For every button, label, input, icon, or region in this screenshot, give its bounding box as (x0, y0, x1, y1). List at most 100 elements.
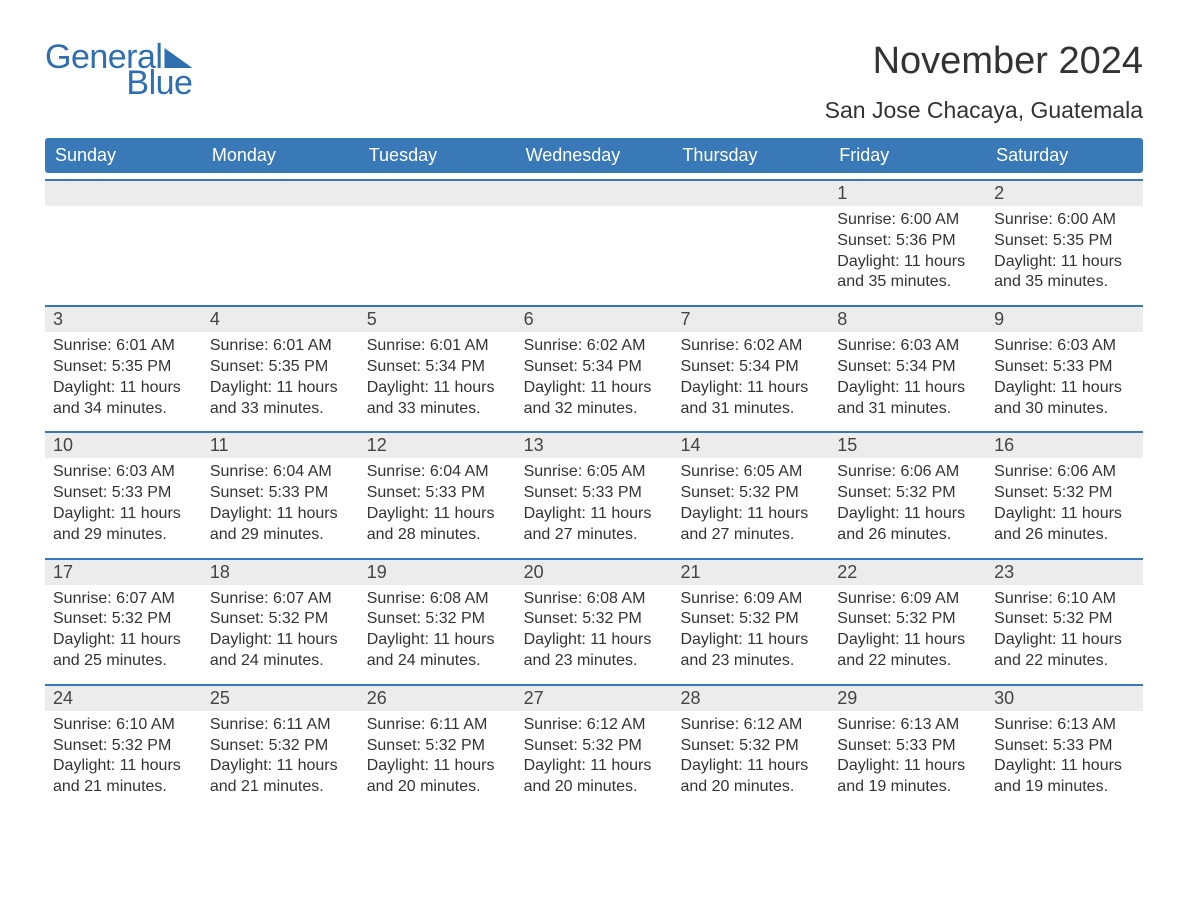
calendar-cell: . (45, 179, 202, 299)
day-number: 25 (202, 684, 359, 711)
calendar-cell: 25Sunrise: 6:11 AMSunset: 5:32 PMDayligh… (202, 684, 359, 804)
calendar-cell: 13Sunrise: 6:05 AMSunset: 5:33 PMDayligh… (516, 431, 673, 551)
day-number: 26 (359, 684, 516, 711)
sunrise-text: Sunrise: 6:09 AM (680, 589, 821, 610)
day-header: Friday (829, 138, 986, 173)
cell-body: Sunrise: 6:13 AMSunset: 5:33 PMDaylight:… (986, 711, 1143, 804)
daylight1-text: Daylight: 11 hours (53, 630, 194, 651)
daylight2-text: and 21 minutes. (210, 777, 351, 798)
sunset-text: Sunset: 5:32 PM (53, 609, 194, 630)
daylight2-text: and 20 minutes. (524, 777, 665, 798)
daylight1-text: Daylight: 11 hours (837, 378, 978, 399)
cell-body: Sunrise: 6:05 AMSunset: 5:33 PMDaylight:… (516, 458, 673, 551)
daylight1-text: Daylight: 11 hours (367, 378, 508, 399)
daylight1-text: Daylight: 11 hours (210, 378, 351, 399)
calendar-cell: 23Sunrise: 6:10 AMSunset: 5:32 PMDayligh… (986, 558, 1143, 678)
daylight2-text: and 22 minutes. (994, 651, 1135, 672)
sunset-text: Sunset: 5:33 PM (367, 483, 508, 504)
cell-body: Sunrise: 6:07 AMSunset: 5:32 PMDaylight:… (202, 585, 359, 678)
sunset-text: Sunset: 5:33 PM (524, 483, 665, 504)
cell-body: Sunrise: 6:03 AMSunset: 5:34 PMDaylight:… (829, 332, 986, 425)
calendar-cell: . (672, 179, 829, 299)
day-number: 6 (516, 305, 673, 332)
daylight1-text: Daylight: 11 hours (680, 756, 821, 777)
sunrise-text: Sunrise: 6:06 AM (994, 462, 1135, 483)
brand-logo: General Blue (45, 40, 192, 100)
daylight2-text: and 26 minutes. (994, 525, 1135, 546)
sunset-text: Sunset: 5:33 PM (53, 483, 194, 504)
daylight2-text: and 26 minutes. (837, 525, 978, 546)
calendar-cell: 29Sunrise: 6:13 AMSunset: 5:33 PMDayligh… (829, 684, 986, 804)
calendar-cell: 26Sunrise: 6:11 AMSunset: 5:32 PMDayligh… (359, 684, 516, 804)
calendar-cell: 7Sunrise: 6:02 AMSunset: 5:34 PMDaylight… (672, 305, 829, 425)
calendar-cell: . (202, 179, 359, 299)
sunset-text: Sunset: 5:32 PM (837, 609, 978, 630)
daylight2-text: and 33 minutes. (210, 399, 351, 420)
daylight2-text: and 30 minutes. (994, 399, 1135, 420)
calendar-cell: 17Sunrise: 6:07 AMSunset: 5:32 PMDayligh… (45, 558, 202, 678)
day-number: 27 (516, 684, 673, 711)
calendar-cell: 21Sunrise: 6:09 AMSunset: 5:32 PMDayligh… (672, 558, 829, 678)
daylight1-text: Daylight: 11 hours (680, 630, 821, 651)
calendar-cell: 12Sunrise: 6:04 AMSunset: 5:33 PMDayligh… (359, 431, 516, 551)
cell-body: Sunrise: 6:12 AMSunset: 5:32 PMDaylight:… (516, 711, 673, 804)
day-number: . (359, 179, 516, 206)
sunrise-text: Sunrise: 6:13 AM (994, 715, 1135, 736)
daylight1-text: Daylight: 11 hours (994, 252, 1135, 273)
sunrise-text: Sunrise: 6:10 AM (994, 589, 1135, 610)
day-number: 13 (516, 431, 673, 458)
daylight2-text: and 19 minutes. (994, 777, 1135, 798)
cell-body: Sunrise: 6:09 AMSunset: 5:32 PMDaylight:… (829, 585, 986, 678)
calendar-cell: 9Sunrise: 6:03 AMSunset: 5:33 PMDaylight… (986, 305, 1143, 425)
daylight2-text: and 35 minutes. (837, 272, 978, 293)
daylight2-text: and 29 minutes. (53, 525, 194, 546)
brand-text-blue: Blue (126, 66, 192, 100)
calendar-cell: 10Sunrise: 6:03 AMSunset: 5:33 PMDayligh… (45, 431, 202, 551)
day-number: 9 (986, 305, 1143, 332)
day-header: Tuesday (359, 138, 516, 173)
calendar: Sunday Monday Tuesday Wednesday Thursday… (45, 138, 1143, 804)
daylight2-text: and 23 minutes. (680, 651, 821, 672)
daylight2-text: and 27 minutes. (524, 525, 665, 546)
calendar-cell: 30Sunrise: 6:13 AMSunset: 5:33 PMDayligh… (986, 684, 1143, 804)
day-number: . (672, 179, 829, 206)
sunset-text: Sunset: 5:32 PM (210, 609, 351, 630)
cell-body: Sunrise: 6:00 AMSunset: 5:36 PMDaylight:… (829, 206, 986, 299)
week-row: .....1Sunrise: 6:00 AMSunset: 5:36 PMDay… (45, 179, 1143, 299)
day-header: Wednesday (516, 138, 673, 173)
title-block: November 2024 San Jose Chacaya, Guatemal… (825, 40, 1143, 124)
daylight1-text: Daylight: 11 hours (837, 252, 978, 273)
day-number: 4 (202, 305, 359, 332)
cell-body: Sunrise: 6:00 AMSunset: 5:35 PMDaylight:… (986, 206, 1143, 299)
sunset-text: Sunset: 5:32 PM (524, 736, 665, 757)
day-number: . (516, 179, 673, 206)
sunset-text: Sunset: 5:36 PM (837, 231, 978, 252)
calendar-cell: 27Sunrise: 6:12 AMSunset: 5:32 PMDayligh… (516, 684, 673, 804)
daylight1-text: Daylight: 11 hours (210, 504, 351, 525)
sunrise-text: Sunrise: 6:05 AM (524, 462, 665, 483)
sunrise-text: Sunrise: 6:10 AM (53, 715, 194, 736)
day-number: 22 (829, 558, 986, 585)
daylight2-text: and 28 minutes. (367, 525, 508, 546)
calendar-cell: 2Sunrise: 6:00 AMSunset: 5:35 PMDaylight… (986, 179, 1143, 299)
sunset-text: Sunset: 5:32 PM (524, 609, 665, 630)
calendar-cell: 20Sunrise: 6:08 AMSunset: 5:32 PMDayligh… (516, 558, 673, 678)
daylight2-text: and 20 minutes. (680, 777, 821, 798)
daylight1-text: Daylight: 11 hours (524, 504, 665, 525)
daylight1-text: Daylight: 11 hours (837, 756, 978, 777)
day-number: . (45, 179, 202, 206)
day-number: 29 (829, 684, 986, 711)
sunrise-text: Sunrise: 6:02 AM (680, 336, 821, 357)
day-number: 8 (829, 305, 986, 332)
daylight2-text: and 32 minutes. (524, 399, 665, 420)
sunset-text: Sunset: 5:32 PM (367, 736, 508, 757)
cell-body: Sunrise: 6:07 AMSunset: 5:32 PMDaylight:… (45, 585, 202, 678)
sunrise-text: Sunrise: 6:00 AM (994, 210, 1135, 231)
calendar-cell: 28Sunrise: 6:12 AMSunset: 5:32 PMDayligh… (672, 684, 829, 804)
sunrise-text: Sunrise: 6:07 AM (210, 589, 351, 610)
sunrise-text: Sunrise: 6:08 AM (524, 589, 665, 610)
day-number: 21 (672, 558, 829, 585)
sunrise-text: Sunrise: 6:00 AM (837, 210, 978, 231)
day-number: 16 (986, 431, 1143, 458)
daylight2-text: and 35 minutes. (994, 272, 1135, 293)
